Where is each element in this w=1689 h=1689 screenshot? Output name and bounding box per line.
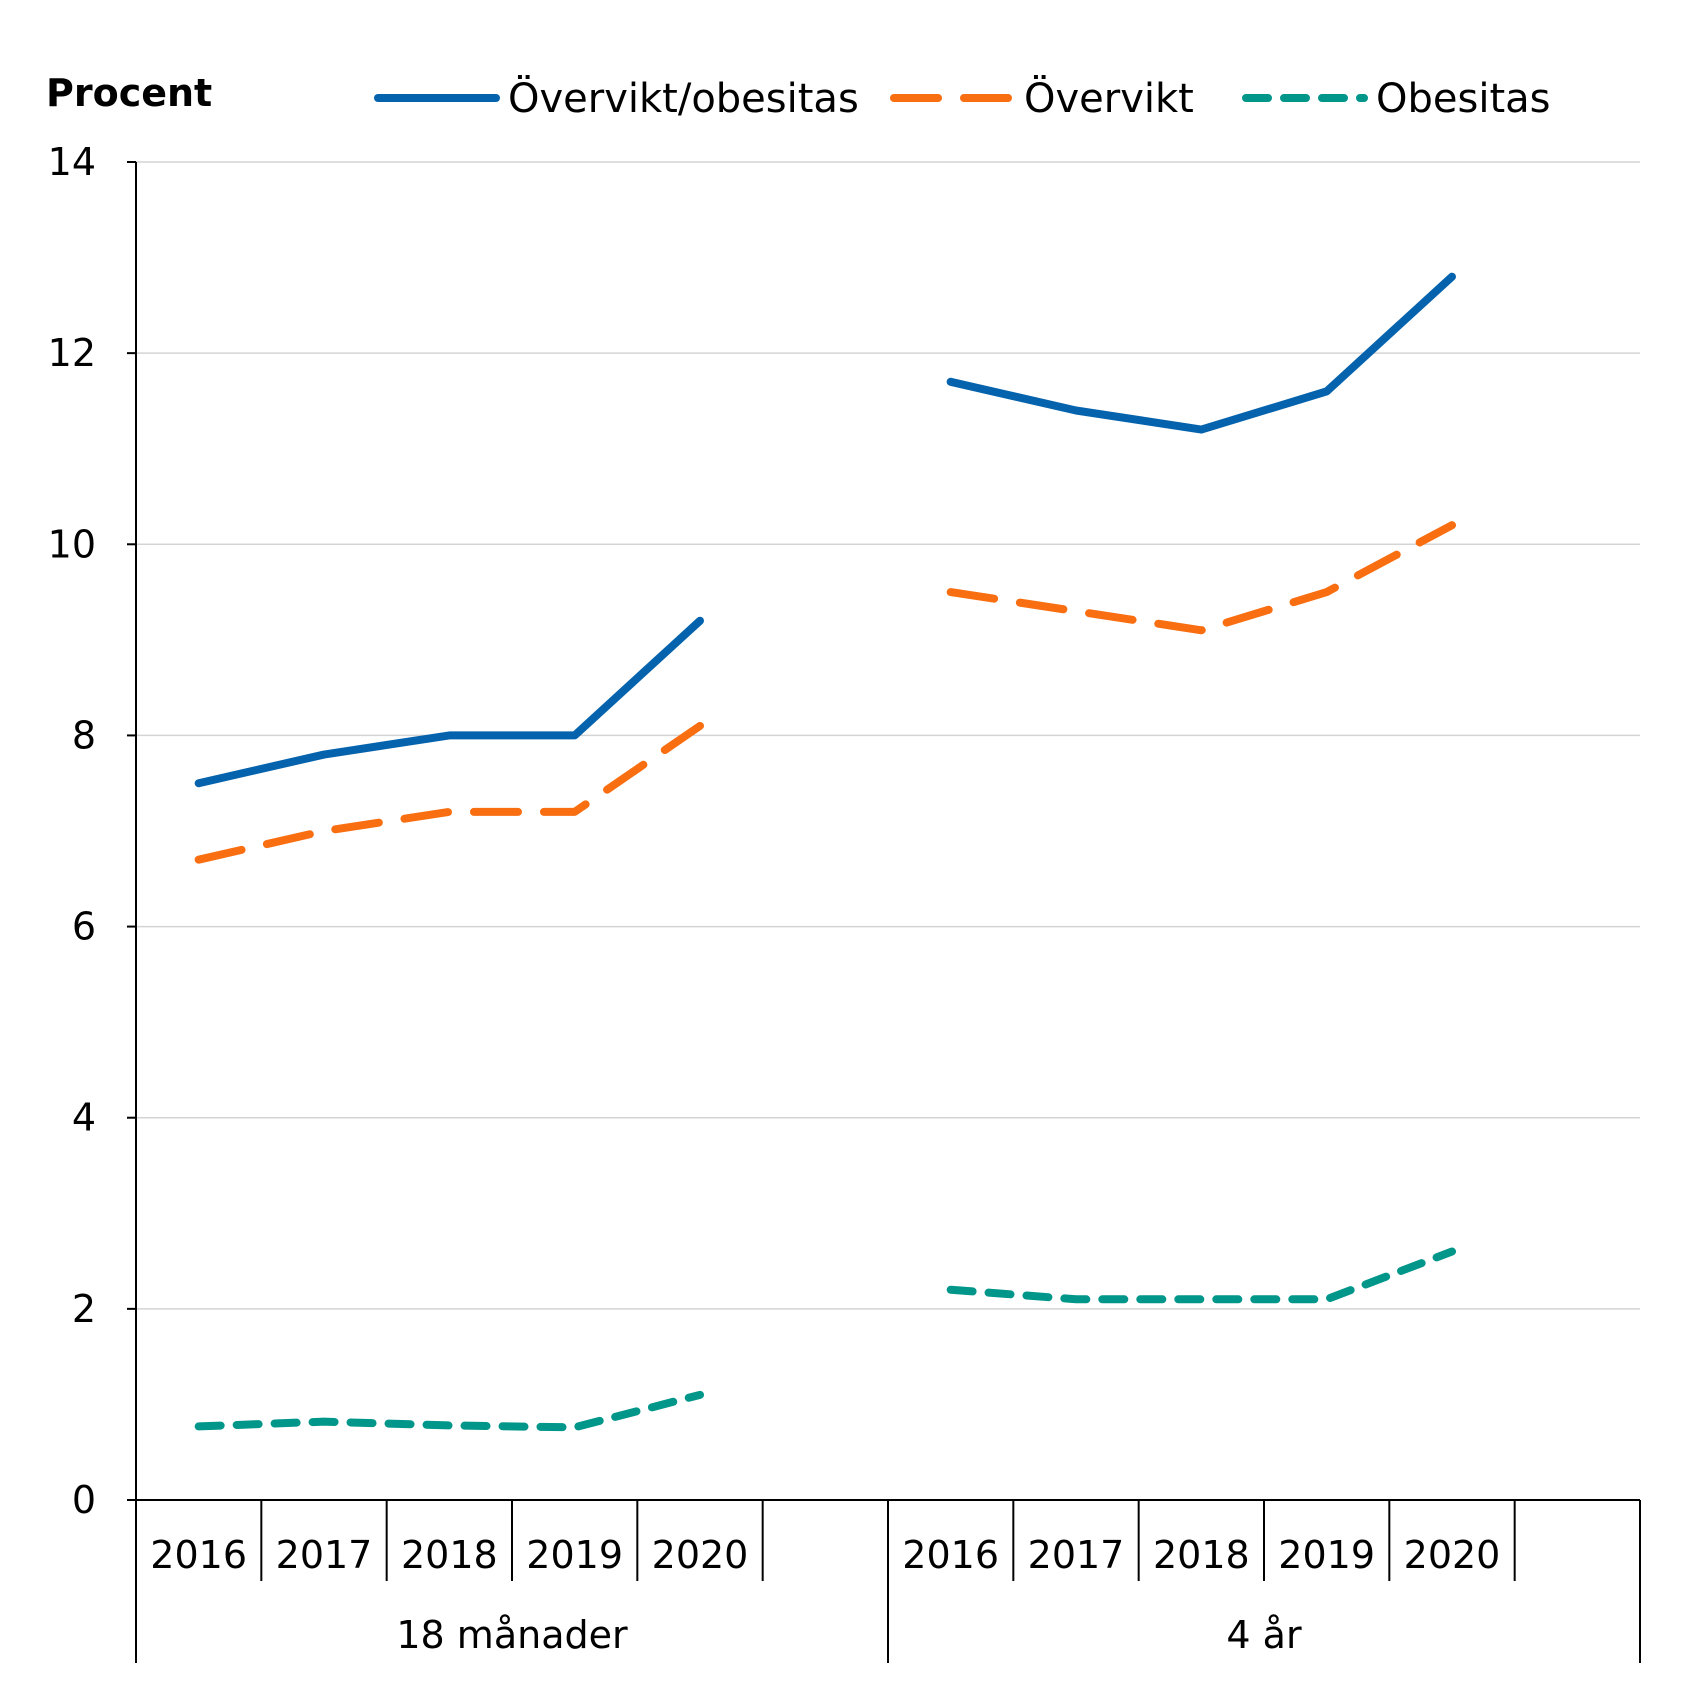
legend: Övervikt/obesitas Övervikt Obesitas xyxy=(374,74,1550,122)
x-tick-label: 2019 xyxy=(526,1533,623,1577)
y-tick-label: 8 xyxy=(72,713,96,757)
y-axis-title: Procent xyxy=(46,71,212,115)
series-line xyxy=(194,616,704,788)
axes xyxy=(127,161,1641,1663)
group-label: 18 månader xyxy=(396,1613,628,1657)
gridlines xyxy=(136,161,1640,1310)
series-line xyxy=(946,272,1456,434)
x-tick-label: 2017 xyxy=(1028,1533,1125,1577)
y-tick-label: 10 xyxy=(48,522,96,566)
series-lines xyxy=(194,272,1456,1432)
series-line xyxy=(194,721,704,864)
series-line xyxy=(946,1247,1456,1304)
y-tick-label: 2 xyxy=(72,1287,96,1331)
x-tick-label: 2018 xyxy=(1153,1533,1250,1577)
x-tick-label: 2016 xyxy=(150,1533,247,1577)
legend-label: Övervikt/obesitas xyxy=(508,74,859,122)
x-tick-label: 2016 xyxy=(902,1533,999,1577)
y-tick-label: 4 xyxy=(72,1096,96,1140)
x-tick-label: 2017 xyxy=(276,1533,373,1577)
x-tick-label: 2018 xyxy=(401,1533,498,1577)
legend-label: Övervikt xyxy=(1024,74,1194,122)
series-line xyxy=(946,521,1456,635)
y-tick-labels: 0 2 4 6 8 10 12 14 xyxy=(48,140,96,1522)
y-tick-label: 12 xyxy=(48,331,96,375)
legend-label: Obesitas xyxy=(1376,76,1550,122)
group-label: 4 år xyxy=(1226,1613,1302,1657)
y-tick-label: 0 xyxy=(72,1478,96,1522)
series-line xyxy=(194,1390,704,1432)
x-tick-label: 2019 xyxy=(1278,1533,1375,1577)
x-tick-label: 2020 xyxy=(1404,1533,1501,1577)
x-tick-label: 2020 xyxy=(652,1533,749,1577)
y-tick-label: 6 xyxy=(72,905,96,949)
x-tick-labels: 2016 2017 2018 2019 2020 18 månader 2016 2017 20… xyxy=(150,1533,1500,1657)
y-tick-label: 14 xyxy=(48,140,96,184)
